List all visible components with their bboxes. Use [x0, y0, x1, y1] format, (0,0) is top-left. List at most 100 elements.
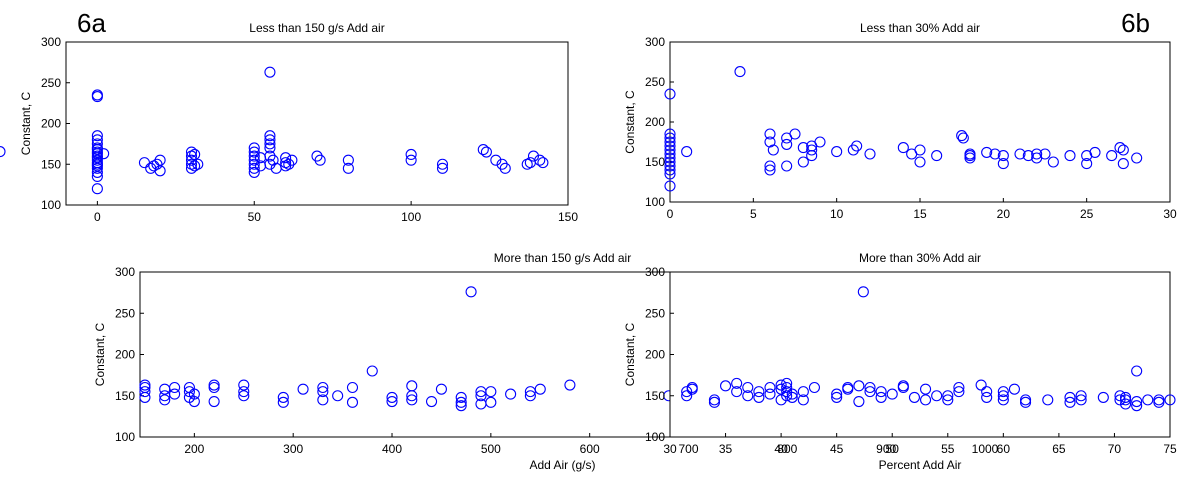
point	[786, 388, 798, 400]
point	[436, 162, 449, 174]
x-tick-label: 150	[558, 210, 578, 224]
point	[264, 138, 276, 150]
point	[831, 388, 843, 400]
point	[1081, 158, 1093, 170]
point	[981, 146, 993, 158]
point	[664, 168, 676, 180]
point	[286, 154, 298, 166]
point	[789, 128, 801, 140]
x-tick-label: 800	[777, 442, 797, 456]
point	[1075, 394, 1087, 406]
point	[853, 395, 865, 408]
y-tick-label: 300	[645, 35, 665, 49]
point	[731, 377, 743, 389]
point	[681, 390, 693, 402]
point	[332, 390, 344, 402]
point	[875, 391, 887, 403]
point	[1008, 383, 1020, 395]
point	[1039, 148, 1051, 160]
x-tick-label: 600	[580, 442, 600, 456]
x-tick-label: 15	[913, 207, 927, 221]
point	[664, 148, 676, 160]
point	[681, 386, 693, 398]
point	[808, 381, 820, 394]
point	[1075, 390, 1087, 402]
point	[277, 396, 289, 408]
point	[455, 400, 467, 412]
point	[485, 396, 497, 408]
point	[956, 130, 968, 142]
point	[864, 381, 876, 394]
point	[475, 390, 487, 402]
point	[831, 146, 843, 158]
point	[664, 88, 676, 100]
point	[91, 154, 103, 166]
point	[1114, 390, 1126, 402]
point	[436, 158, 449, 170]
x-tick-label: 20	[997, 207, 1011, 221]
point	[91, 130, 103, 142]
point	[664, 164, 676, 176]
point	[997, 394, 1009, 406]
y-axis-label: Constant, C	[93, 322, 107, 386]
point	[664, 132, 676, 144]
point	[1120, 394, 1132, 406]
point	[997, 150, 1009, 162]
point	[537, 157, 549, 169]
y-tick-label: 250	[645, 75, 665, 89]
point	[0, 146, 6, 158]
point	[91, 138, 103, 150]
point	[406, 380, 418, 392]
point	[1064, 396, 1076, 408]
point	[864, 386, 876, 398]
point	[188, 395, 200, 408]
point	[664, 152, 676, 164]
point	[346, 396, 359, 408]
point	[342, 154, 354, 166]
chart-title: Less than 150 g/s Add air	[249, 21, 384, 35]
point	[797, 394, 809, 406]
point	[1020, 394, 1032, 406]
point	[981, 386, 993, 398]
point	[920, 383, 932, 395]
point	[527, 150, 540, 162]
point	[814, 136, 826, 148]
point	[708, 396, 720, 408]
point	[91, 89, 103, 101]
x-tick-label: 100	[401, 210, 421, 224]
point	[248, 154, 260, 166]
point	[953, 386, 965, 398]
point	[920, 394, 932, 406]
y-axis-label: Constant, C	[623, 90, 637, 154]
point	[786, 391, 798, 403]
point	[154, 165, 166, 177]
point	[386, 391, 398, 403]
point	[1142, 394, 1154, 406]
point	[238, 379, 250, 391]
point	[720, 380, 732, 392]
point	[857, 286, 869, 298]
point	[169, 388, 181, 400]
point	[406, 394, 418, 406]
point	[534, 154, 546, 166]
x-tick-label: 50	[886, 442, 900, 456]
panel-label: 6a	[77, 8, 106, 38]
point	[248, 150, 260, 162]
point	[931, 390, 943, 402]
point	[1089, 146, 1101, 158]
point	[248, 146, 260, 158]
point	[775, 394, 787, 406]
point	[853, 380, 865, 392]
point	[781, 390, 793, 402]
point	[831, 391, 843, 403]
point	[753, 391, 765, 403]
point	[264, 134, 276, 146]
x-tick-label: 0	[94, 210, 101, 224]
point	[151, 158, 163, 170]
point	[731, 386, 743, 398]
point	[1114, 142, 1126, 154]
point	[1131, 152, 1143, 164]
x-tick-label: 30	[1163, 207, 1177, 221]
y-tick-label: 200	[41, 117, 61, 131]
